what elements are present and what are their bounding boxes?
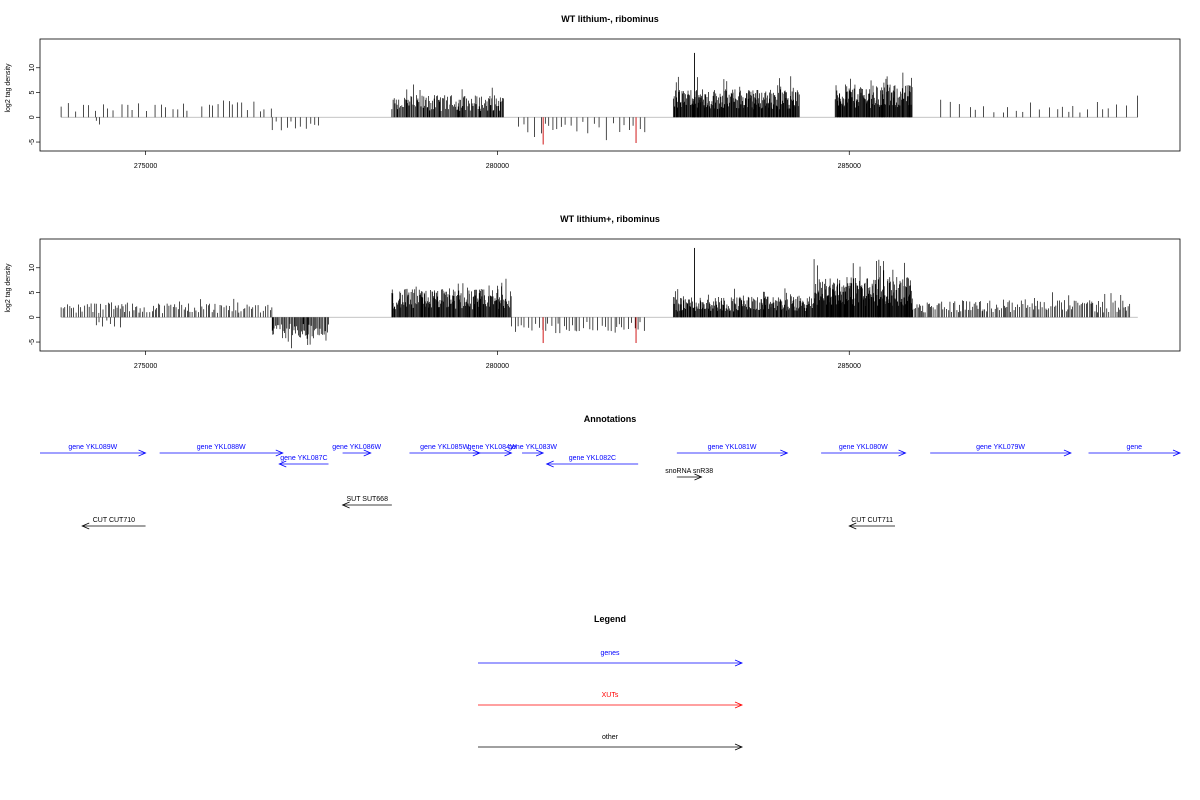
- annotation-feature: gene YKL079W: [930, 444, 1072, 457]
- feature-arrowhead: [535, 449, 545, 457]
- annotation-feature: gene YKL080W: [821, 444, 907, 457]
- feature-arrowhead: [138, 449, 147, 457]
- legend-item: genes: [478, 650, 744, 667]
- legend-panel: Legend genes XUTs other: [478, 614, 744, 751]
- x-tick-label: 285000: [838, 363, 861, 370]
- feature-arrowhead: [278, 460, 287, 468]
- legend-arrowhead: [734, 701, 744, 709]
- panel-2-frame: [39, 238, 1181, 352]
- y-tick-label: 0: [29, 315, 36, 319]
- annotation-feature: SUT SUT668: [341, 496, 392, 509]
- feature-arrowhead: [1063, 449, 1072, 457]
- feature-label: gene YKL079W: [976, 444, 1025, 451]
- legend-label: genes: [600, 650, 620, 657]
- feature-label: gene YKL089W: [68, 444, 117, 451]
- annotation-feature: gene YKL083W: [508, 444, 557, 457]
- feature-label: gene YKL086W: [332, 444, 381, 451]
- annotation-feature: gene YKL081W: [676, 444, 789, 457]
- feature-label: gene YKL087C: [280, 455, 327, 462]
- feature-label: gene YKL084W: [468, 444, 517, 451]
- feature-arrowhead: [848, 522, 857, 530]
- annotation-feature: gene YKL087C: [278, 455, 329, 468]
- panel-1-axes: 275000 280000 285000 -5 0 5 10: [29, 64, 861, 170]
- feature-arrowhead: [81, 522, 90, 530]
- panel-2-title: WT lithium+, ribominus: [560, 214, 660, 224]
- feature-arrowhead: [363, 449, 372, 457]
- feature-label: CUT CUT710: [93, 517, 135, 524]
- legend-item: XUTs: [478, 692, 744, 709]
- panel-1-title: WT lithium-, ribominus: [561, 14, 659, 24]
- y-tick-label: -5: [29, 139, 36, 145]
- panel-2-axes: 275000 280000 285000 -5 0 5 10: [29, 264, 861, 370]
- feature-arrowhead: [275, 449, 284, 457]
- y-tick-label: -5: [29, 339, 36, 345]
- annotation-feature: gene YKL088W: [159, 444, 284, 457]
- feature-label: gene YKL085W: [420, 444, 469, 451]
- feature-arrowhead: [545, 460, 554, 468]
- annotation-feature: snoRNA snR38: [665, 468, 713, 481]
- panel-2-bars: [60, 247, 1138, 349]
- annotation-feature: gene YKL086W: [332, 444, 382, 457]
- x-tick-label: 280000: [486, 163, 509, 170]
- feature-label: gene: [1126, 444, 1142, 451]
- feature-label: SUT SUT668: [346, 496, 388, 503]
- annotation-feature: CUT CUT710: [81, 517, 146, 530]
- feature-label: snoRNA snR38: [665, 468, 713, 475]
- annotations-panel: Annotations gene YKL089W gene YKL088Wgene…: [40, 414, 1182, 530]
- x-tick-label: 280000: [486, 363, 509, 370]
- y-tick-label: 0: [29, 115, 36, 119]
- feature-arrowhead: [504, 449, 513, 457]
- legend-arrowhead: [734, 743, 744, 751]
- panel-1-ylabel: log2 tag density: [5, 63, 12, 113]
- y-tick-label: 5: [29, 290, 36, 294]
- annotation-feature: gene: [1088, 444, 1182, 457]
- x-tick-label: 275000: [134, 163, 157, 170]
- legend-label: other: [602, 734, 619, 741]
- annotation-feature: gene YKL084W: [468, 444, 517, 457]
- legend-title: Legend: [594, 614, 626, 624]
- annotation-feature: CUT CUT711: [848, 517, 895, 530]
- feature-arrowhead: [341, 501, 350, 509]
- panel-2: WT lithium+, ribominus log2 tag density …: [5, 214, 1181, 370]
- y-tick-label: 10: [29, 264, 36, 272]
- y-tick-label: 10: [29, 64, 36, 72]
- y-tick-label: 5: [29, 90, 36, 94]
- x-tick-label: 275000: [134, 363, 157, 370]
- feature-label: gene YKL083W: [508, 444, 557, 451]
- feature-label: CUT CUT711: [851, 517, 893, 524]
- feature-arrowhead: [1172, 449, 1182, 457]
- feature-arrowhead: [694, 473, 703, 481]
- feature-label: gene YKL081W: [708, 444, 757, 451]
- panel-1-frame: [39, 38, 1181, 152]
- annotation-features: gene YKL089W gene YKL088W gene YKL087C gene…: [40, 444, 1182, 530]
- feature-label: gene YKL080W: [839, 444, 888, 451]
- feature-label: gene YKL088W: [197, 444, 246, 451]
- feature-arrowhead: [780, 449, 789, 457]
- legend-label: XUTs: [602, 692, 619, 699]
- panel-1-bars: [60, 52, 1138, 145]
- legend-arrowhead: [734, 659, 744, 667]
- legend-item: other: [478, 734, 744, 751]
- legend-items: genes XUTs other: [478, 650, 744, 751]
- annotation-feature: gene YKL089W: [40, 444, 147, 457]
- x-tick-label: 285000: [838, 163, 861, 170]
- annotation-feature: gene YKL082C: [545, 455, 639, 468]
- feature-label: gene YKL082C: [569, 455, 616, 462]
- panel-2-ylabel: log2 tag density: [5, 263, 12, 313]
- annotations-title: Annotations: [584, 414, 637, 424]
- panel-1: WT lithium-, ribominus log2 tag density …: [5, 14, 1181, 170]
- feature-arrowhead: [898, 449, 907, 457]
